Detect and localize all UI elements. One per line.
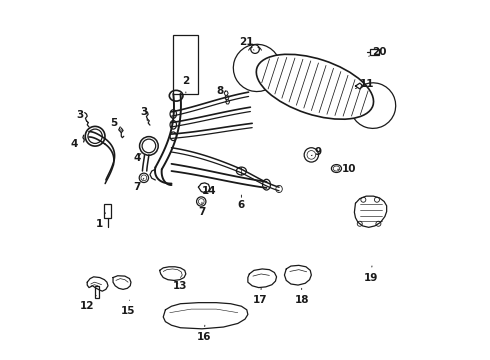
Text: 11: 11 [355,79,374,89]
Bar [172,35,197,94]
Text: 4: 4 [133,153,141,163]
Text: 10: 10 [338,164,356,174]
Text: 14: 14 [202,186,217,197]
Text: 19: 19 [363,266,378,283]
Text: 9: 9 [311,147,322,157]
Text: 3: 3 [140,107,147,121]
Ellipse shape [256,54,373,119]
Text: 2: 2 [182,76,190,93]
Text: 16: 16 [196,325,211,342]
Text: 1: 1 [96,213,105,229]
Bar [370,49,379,55]
Text: 3: 3 [76,111,88,123]
Text: 4: 4 [71,138,84,149]
Text: 20: 20 [368,46,387,57]
Text: 7: 7 [198,202,206,217]
Text: 21: 21 [240,37,254,50]
Bar [104,204,111,218]
Text: 6: 6 [238,195,245,210]
Text: 12: 12 [80,296,96,311]
Bar [95,286,98,298]
Text: 8: 8 [216,86,226,99]
Text: 18: 18 [294,288,309,305]
Text: 5: 5 [110,118,122,131]
Text: 13: 13 [172,280,187,291]
Text: 15: 15 [121,300,136,316]
Text: 7: 7 [134,178,144,192]
Text: 17: 17 [253,288,268,305]
